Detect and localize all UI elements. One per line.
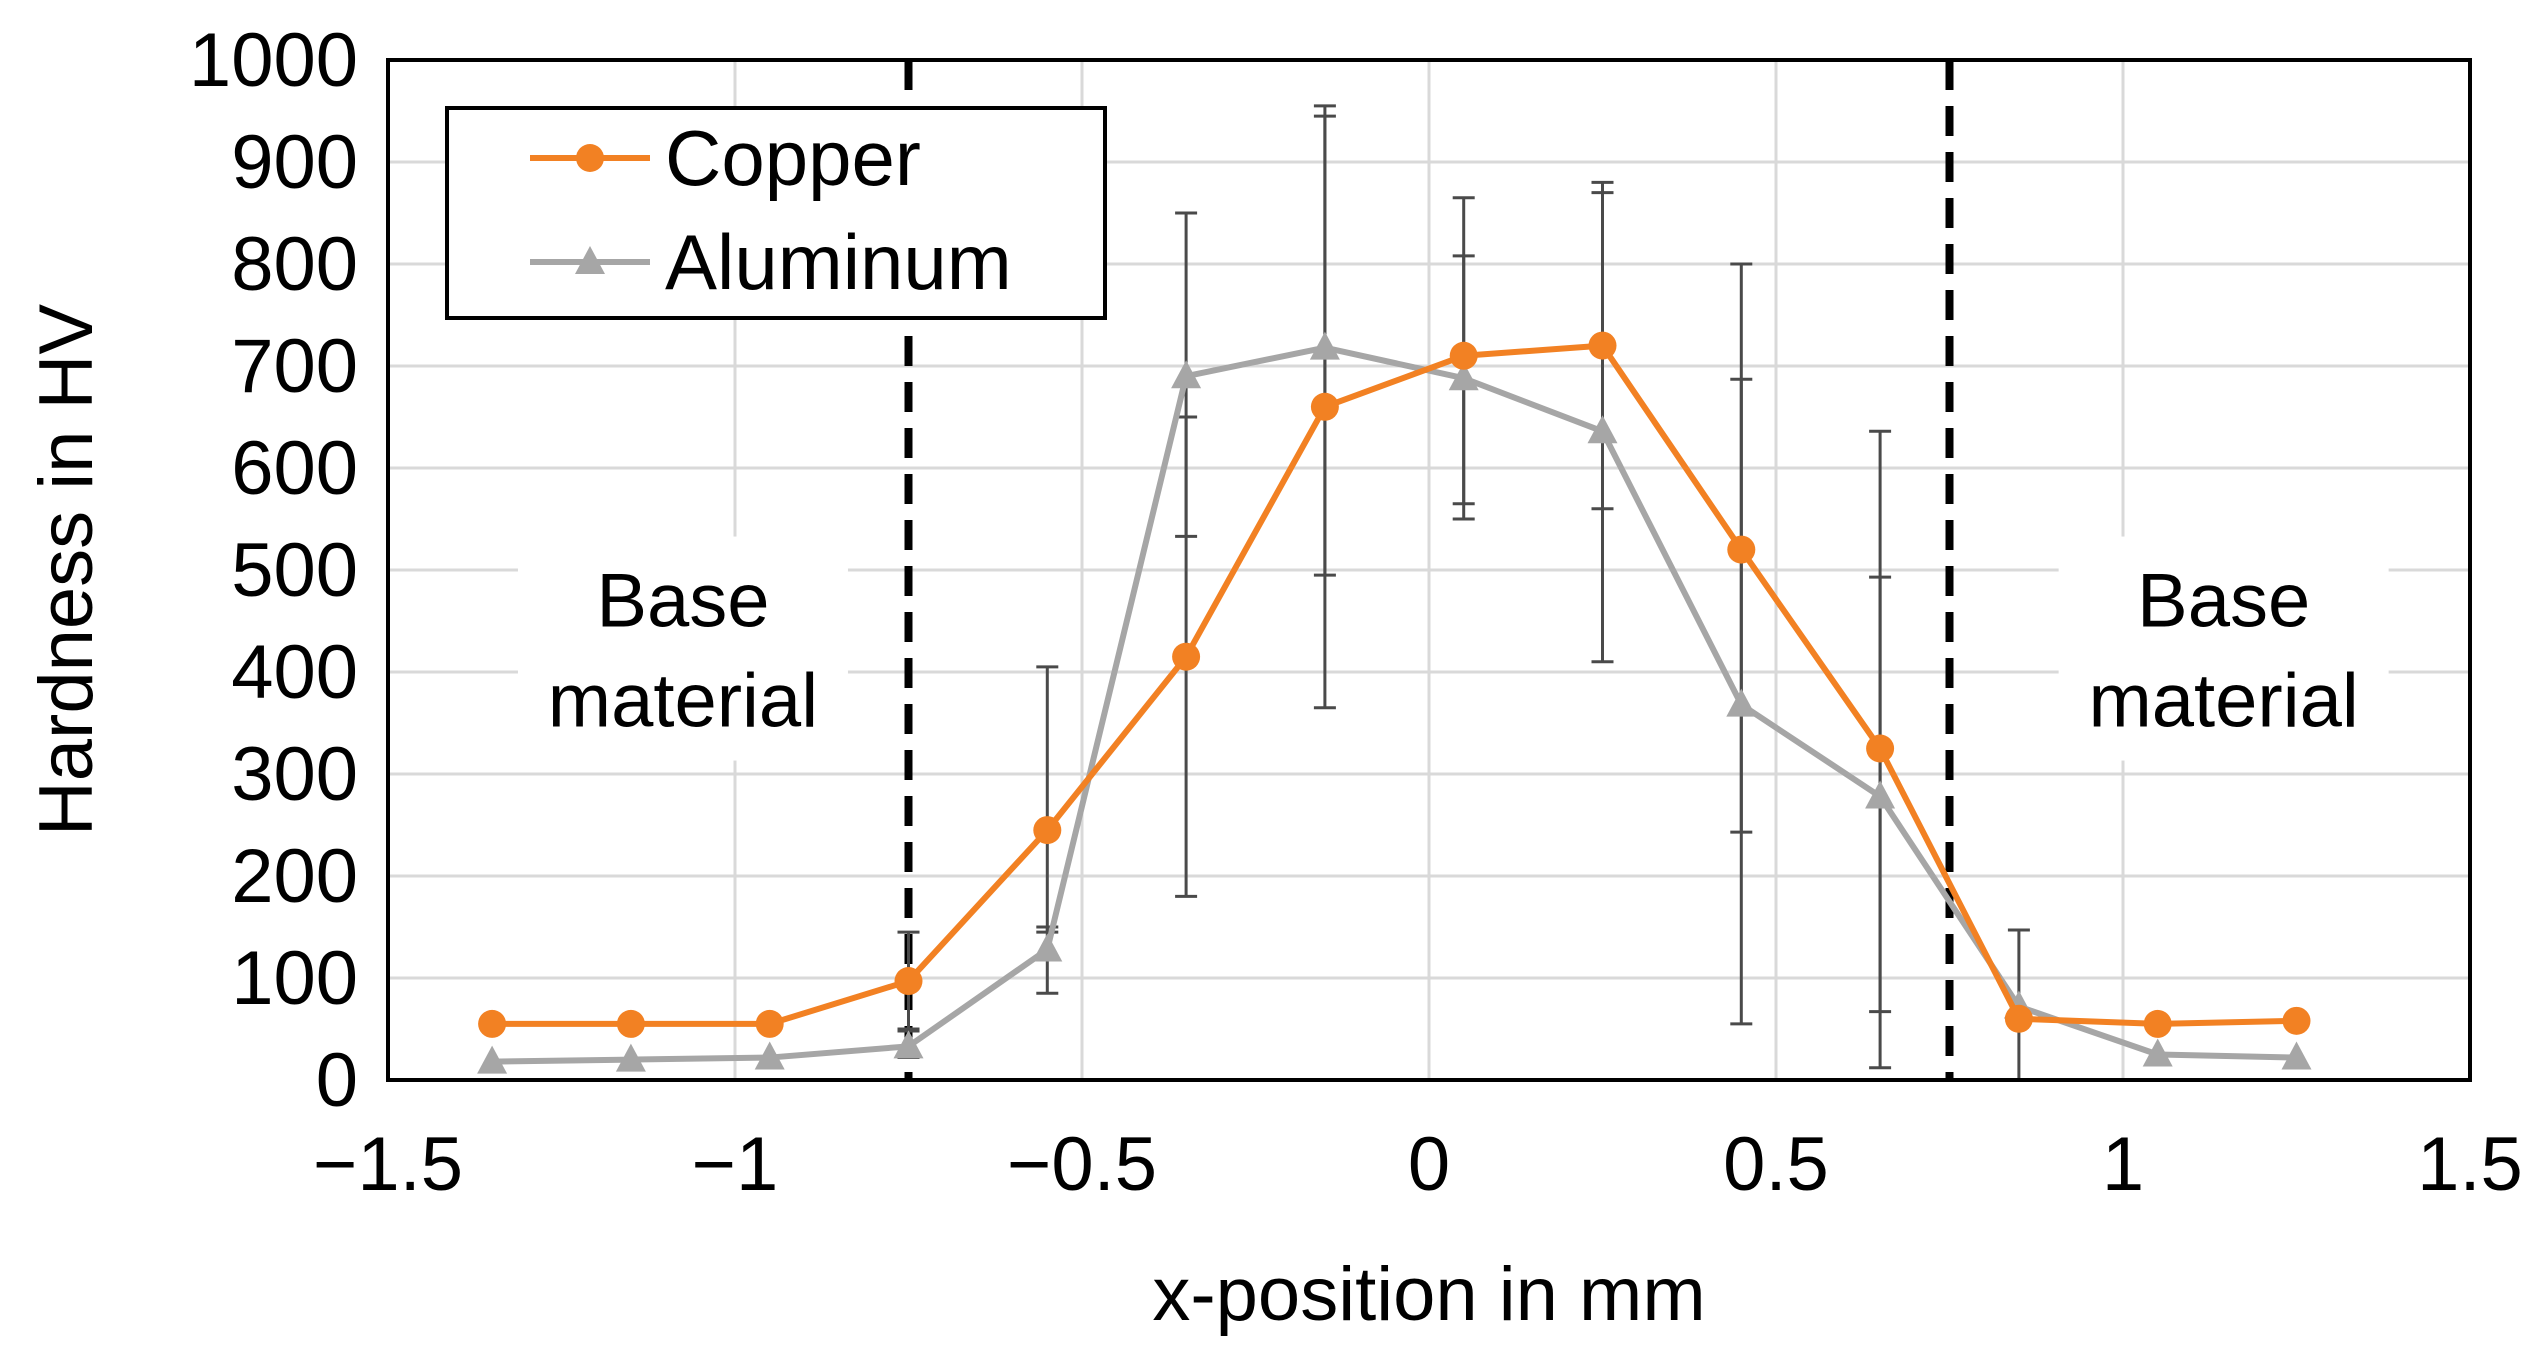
x-tick-label: −0.5 [1007, 1122, 1157, 1207]
data-point-copper [478, 1009, 507, 1038]
x-tick-label: 1 [2102, 1122, 2144, 1207]
annotation-base-material: Base [2137, 559, 2310, 644]
y-tick-label: 0 [316, 1038, 358, 1123]
x-axis-title: x-position in mm [1152, 1252, 1705, 1337]
data-point-aluminum [754, 1041, 785, 1070]
x-axis-ticks: −1.5 −1 −0.5 0 0.5 1 1.5 [313, 1122, 2523, 1207]
y-tick-label: 600 [231, 426, 358, 511]
data-point-aluminum [2142, 1038, 2173, 1067]
data-point-copper [1588, 331, 1617, 360]
data-point-copper [1172, 642, 1201, 671]
data-point-copper [1033, 816, 1062, 845]
data-point-aluminum [1171, 360, 1202, 389]
data-point-aluminum [1309, 331, 1340, 360]
legend-label-aluminum: Aluminum [665, 218, 1012, 306]
data-point-copper [1449, 341, 1478, 370]
legend-box [445, 106, 1107, 320]
x-tick-label: −1 [692, 1122, 779, 1207]
data-point-copper [755, 1009, 784, 1038]
y-tick-label: 100 [231, 936, 358, 1021]
data-point-aluminum [1865, 780, 1896, 809]
data-point-copper [2282, 1006, 2311, 1035]
region-boundaries [904, 60, 1954, 1080]
data-point-aluminum [1448, 362, 1479, 391]
annotation-base-material: material [548, 659, 818, 744]
annotation-base-material: material [2088, 659, 2358, 744]
data-point-aluminum [477, 1045, 508, 1074]
data-point-copper [2143, 1009, 2172, 1038]
annotation-base-material: Base [596, 559, 769, 644]
y-axis-ticks: 0 100 200 300 400 500 600 700 800 900 1000 [189, 18, 358, 1123]
data-point-copper [2004, 1004, 2033, 1033]
data-point-aluminum [893, 1030, 924, 1059]
y-tick-label: 900 [231, 120, 358, 205]
legend: Copper Aluminum [445, 106, 1107, 320]
data-point-copper [894, 967, 923, 996]
y-tick-label: 700 [231, 324, 358, 409]
y-tick-label: 800 [231, 222, 358, 307]
data-point-aluminum [2281, 1041, 2312, 1070]
data-point-aluminum [615, 1043, 646, 1072]
series-line-copper [492, 342, 2297, 1027]
data-point-aluminum [1587, 415, 1618, 444]
annotations: Base material Base material [517, 536, 2389, 761]
data-series [477, 331, 2312, 1074]
data-point-copper [1866, 734, 1895, 763]
x-tick-label: 0 [1408, 1122, 1450, 1207]
plot-frame [386, 58, 2472, 1082]
y-tick-label: 500 [231, 528, 358, 613]
data-point-aluminum [1032, 933, 1063, 962]
y-tick-label: 300 [231, 732, 358, 817]
y-axis-title: Hardness in HV [24, 304, 109, 837]
legend-swatch-aluminum-marker [575, 246, 605, 274]
data-point-aluminum [1726, 688, 1757, 717]
data-point-copper [1727, 535, 1756, 564]
legend-label-copper: Copper [665, 114, 921, 202]
annotation-background [517, 536, 848, 761]
y-tick-label: 400 [231, 630, 358, 715]
x-tick-label: 0.5 [1723, 1122, 1829, 1207]
x-tick-label: −1.5 [313, 1122, 463, 1207]
annotation-background [2058, 536, 2389, 761]
data-point-copper [616, 1009, 645, 1038]
x-tick-label: 1.5 [2417, 1122, 2523, 1207]
data-point-copper [1310, 392, 1339, 421]
y-tick-label: 1000 [189, 18, 358, 103]
legend-swatch-copper-marker [576, 144, 604, 172]
y-tick-label: 200 [231, 834, 358, 919]
